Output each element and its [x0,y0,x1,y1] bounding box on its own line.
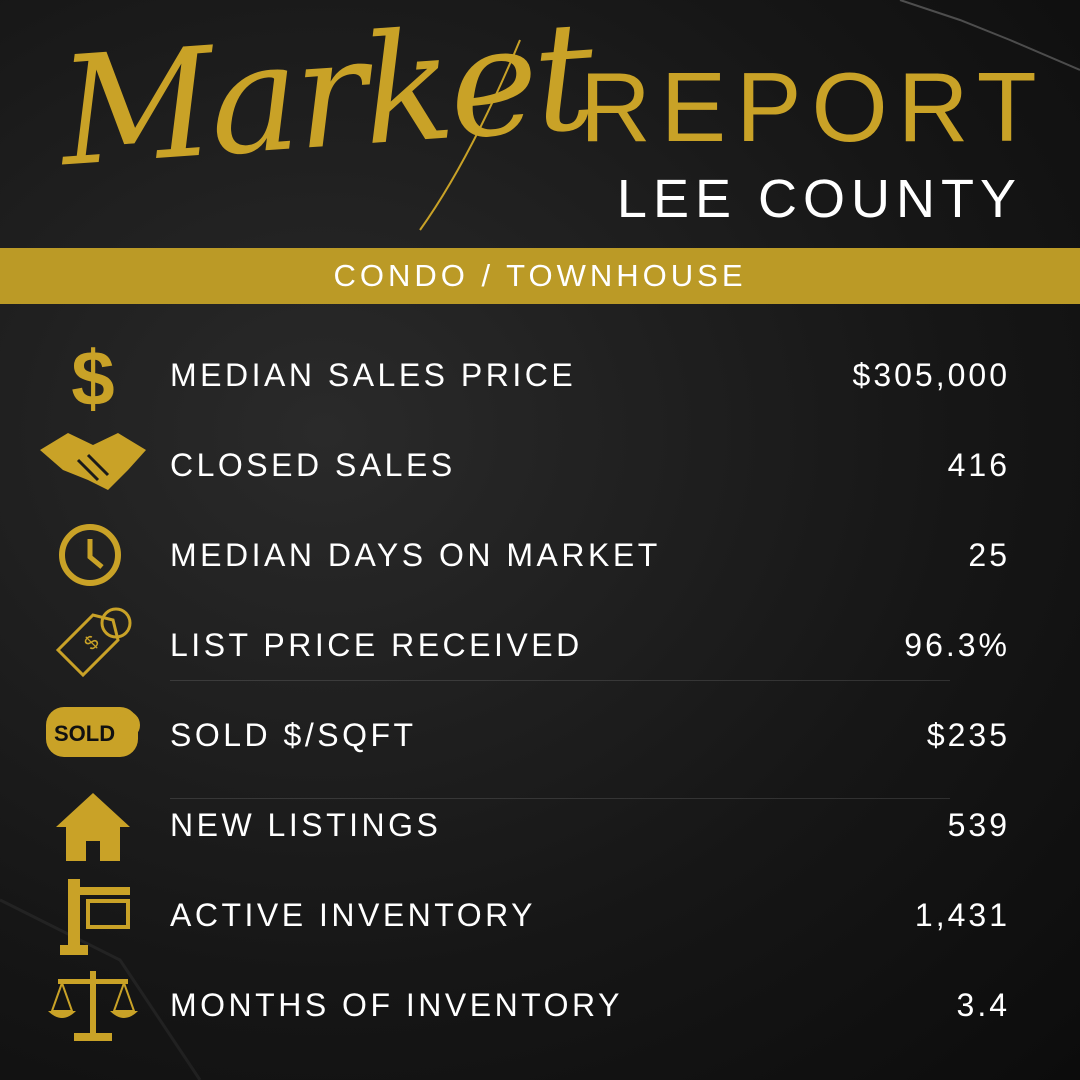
svg-text:$: $ [80,631,103,654]
separator [170,798,950,799]
stat-value: 96.3% [904,627,1010,663]
stat-label: MONTHS OF INVENTORY [170,987,623,1023]
svg-text:$: $ [71,335,114,415]
stat-row: CLOSED SALES 416 [0,420,1080,510]
stat-row: $ MEDIAN SALES PRICE $305,000 [0,330,1080,420]
stat-icon: $ [55,607,132,678]
subtitle: LEE COUNTY [616,169,1022,229]
stat-label: MEDIAN DAYS ON MARKET [170,537,661,573]
stat-icon: $ [71,335,114,415]
sold-badge-text: SOLD [54,721,115,746]
stat-value: 416 [947,447,1010,483]
stat-label: CLOSED SALES [170,447,456,483]
title-report: REPORT [580,52,1047,162]
stat-value: 25 [968,537,1010,573]
stat-row: ACTIVE INVENTORY 1,431 [0,870,1080,960]
title-script: Market [54,0,597,201]
stat-value: 1,431 [914,897,1010,933]
stat-icon [48,971,138,1041]
stat-label: LIST PRICE RECEIVED [170,627,583,663]
stat-icon [59,524,121,586]
stat-value: 539 [947,807,1010,843]
stat-icon: SOLD [46,707,140,757]
stat-label: NEW LISTINGS [170,807,442,843]
stat-label: ACTIVE INVENTORY [170,897,536,933]
stat-icon [56,793,130,861]
stat-label: MEDIAN SALES PRICE [170,357,577,393]
stat-row: NEW LISTINGS 539 [0,780,1080,870]
category-banner: CONDO / TOWNHOUSE [0,248,1080,304]
stat-value: $235 [926,717,1010,753]
stat-row: MONTHS OF INVENTORY 3.4 [0,960,1080,1050]
stat-row: SOLD SOLD $/SQFT $235 [0,690,1080,780]
stat-value: 3.4 [956,987,1010,1023]
stat-label: SOLD $/SQFT [170,717,417,753]
stat-value: $305,000 [852,357,1010,393]
stat-row: $ LIST PRICE RECEIVED 96.3% [0,600,1080,690]
stat-icon [60,879,130,955]
separator [170,680,950,681]
stat-row: MEDIAN DAYS ON MARKET 25 [0,510,1080,600]
stat-icon [40,433,146,490]
